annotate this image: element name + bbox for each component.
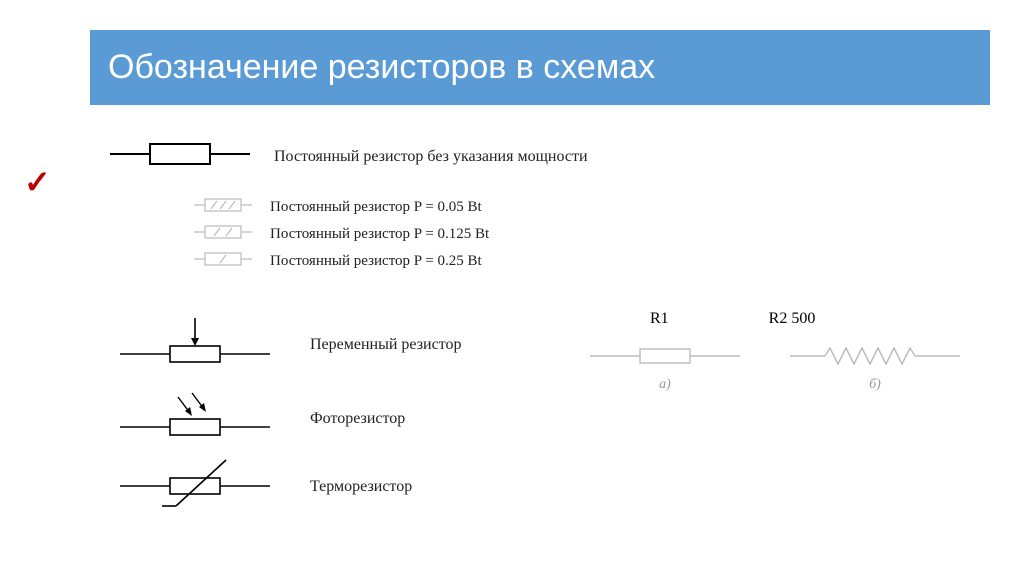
label-variable: Переменный резистор — [310, 336, 461, 354]
cap-a: а) — [590, 377, 740, 393]
r-labels: R1 R2 500 — [590, 310, 970, 328]
symbol-fixed-resistor — [110, 138, 250, 175]
row-005w: Постоянный резистор P = 0.05 Bt — [194, 197, 990, 218]
r2-label: R2 500 — [769, 310, 816, 328]
label-fixed: Постоянный резистор без указания мощност… — [274, 148, 588, 166]
subfig-a: а) — [590, 342, 740, 393]
symbol-005w — [194, 197, 252, 218]
label-0125w: Постоянный резистор P = 0.125 Bt — [270, 226, 489, 243]
label-005w: Постоянный резистор P = 0.05 Bt — [270, 199, 482, 216]
subfig-b: б) — [790, 342, 960, 393]
symbol-0125w — [194, 224, 252, 245]
row-photo: Фоторезистор — [110, 391, 990, 446]
label-thermo: Терморезистор — [310, 478, 412, 496]
cap-b: б) — [790, 377, 960, 393]
row-thermo: Терморезистор — [110, 456, 990, 517]
checkmark-icon: ✓ — [24, 163, 51, 201]
page-title: Обозначение резисторов в схемах — [108, 48, 655, 87]
row-025w: Постоянный резистор P = 0.25 Bt — [194, 251, 990, 272]
row-0125w: Постоянный резистор P = 0.125 Bt — [194, 224, 990, 245]
right-panel: R1 R2 500 а) б) — [590, 310, 970, 393]
row-fixed-resistor: Постоянный резистор без указания мощност… — [110, 138, 990, 175]
symbol-025w — [194, 251, 252, 272]
title-bar: Обозначение резисторов в схемах — [90, 30, 990, 105]
label-photo: Фоторезистор — [310, 410, 405, 428]
symbol-variable — [110, 312, 280, 377]
symbol-thermo — [110, 456, 280, 517]
symbol-photo — [110, 391, 280, 446]
r1-label: R1 — [650, 310, 669, 328]
label-025w: Постоянный резистор P = 0.25 Bt — [270, 253, 482, 270]
